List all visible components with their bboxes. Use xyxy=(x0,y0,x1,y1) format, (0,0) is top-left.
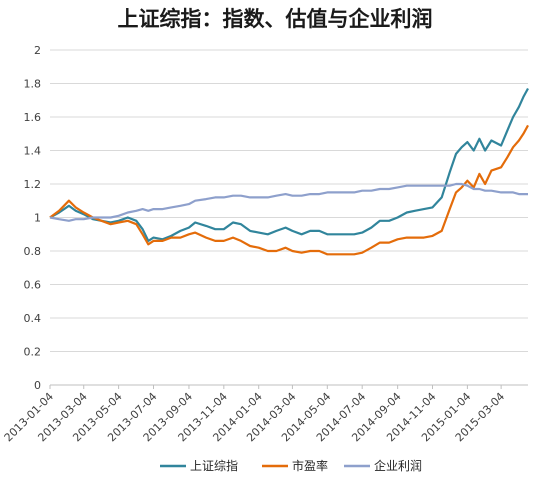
y-tick-label: 1.4 xyxy=(24,145,42,158)
y-tick-label: 0.4 xyxy=(24,312,42,325)
y-tick-label: 2 xyxy=(34,44,41,57)
series-line xyxy=(49,87,529,242)
series-line xyxy=(49,182,528,222)
y-tick-label: 0.6 xyxy=(24,279,42,292)
y-tick-label: 0 xyxy=(34,379,41,392)
legend-label: 上证综指 xyxy=(190,458,238,473)
y-tick-label: 1.6 xyxy=(24,111,42,124)
y-tick-label: 1.8 xyxy=(24,78,42,91)
series-lines xyxy=(49,87,529,256)
legend: 上证综指 市盈率 企业利润 xyxy=(160,458,422,473)
x-axis: 2013-01-042013-03-042013-05-042013-07-04… xyxy=(2,385,507,444)
y-tick-label: 0.2 xyxy=(24,346,42,359)
grid-lines xyxy=(50,49,528,386)
y-axis: 0 0.2 0.4 0.6 0.8 1 1.2 1.4 1.6 1.8 2 xyxy=(24,44,42,392)
legend-label: 市盈率 xyxy=(292,458,328,473)
chart-title: 上证综指：指数、估值与企业利润 xyxy=(118,7,433,31)
y-tick-label: 1 xyxy=(34,212,41,225)
y-tick-label: 1.2 xyxy=(24,178,42,191)
series-line xyxy=(49,124,529,256)
y-tick-label: 0.8 xyxy=(24,245,42,258)
legend-label: 企业利润 xyxy=(374,458,422,473)
